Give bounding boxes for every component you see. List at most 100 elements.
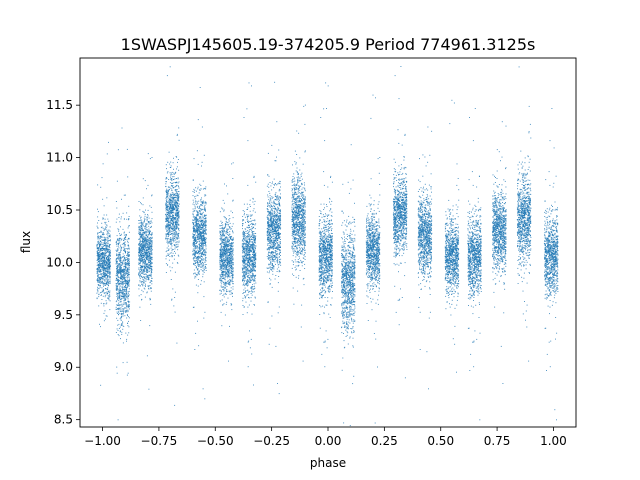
scatter-point [127,286,128,287]
scatter-point [97,253,98,254]
scatter-point [107,272,108,273]
scatter-point [195,333,196,334]
scatter-point [100,259,101,260]
scatter-point [201,238,202,239]
scatter-point [108,284,109,285]
scatter-point [167,226,168,227]
scatter-point [200,257,201,258]
scatter-point [141,244,142,245]
scatter-point [141,252,142,253]
scatter-point [172,212,173,213]
scatter-point [99,258,100,259]
scatter-point [170,162,171,163]
scatter-point [118,279,119,280]
scatter-point [128,272,129,273]
scatter-point [144,270,145,271]
scatter-point [175,193,176,194]
scatter-point [141,223,142,224]
scatter-point [231,292,232,293]
scatter-point [102,268,103,269]
scatter-point [145,247,146,248]
scatter-point [129,317,130,318]
scatter-point [170,196,171,197]
scatter-point [138,274,139,275]
scatter-point [100,274,101,275]
scatter-point [122,286,123,287]
scatter-point [206,215,207,216]
scatter-point [175,217,176,218]
scatter-point [201,227,202,228]
scatter-point [167,217,168,218]
scatter-point [141,220,142,221]
scatter-point [127,272,128,273]
scatter-point [123,269,124,270]
scatter-point [200,245,201,246]
scatter-point [202,276,203,277]
scatter-point [138,268,139,269]
scatter-point [103,286,104,287]
scatter-point [98,220,99,221]
scatter-point [166,231,167,232]
scatter-point [104,293,105,294]
scatter-point [171,200,172,201]
scatter-point [104,229,105,230]
scatter-point [166,226,167,227]
scatter-point [148,222,149,223]
scatter-point [227,224,228,225]
scatter-point [109,233,110,234]
scatter-point [128,262,129,263]
scatter-point [144,228,145,229]
scatter-point [123,272,124,273]
scatter-point [195,203,196,204]
scatter-point [176,185,177,186]
scatter-point [169,260,170,261]
scatter-point [118,300,119,301]
scatter-point [170,172,171,173]
scatter-point [97,272,98,273]
scatter-point [100,269,101,270]
scatter-point [166,204,167,205]
scatter-point [104,237,105,238]
scatter-point [146,232,147,233]
scatter-point [125,260,126,261]
scatter-point [109,257,110,258]
scatter-point [172,240,173,241]
scatter-point [196,214,197,215]
scatter-point [108,273,109,274]
scatter-point [126,257,127,258]
scatter-point [170,221,171,222]
scatter-point [139,238,140,239]
scatter-point [118,334,119,335]
scatter-point [142,259,143,260]
scatter-point [167,75,168,76]
scatter-point [174,234,175,235]
scatter-point [126,290,127,291]
scatter-point [104,267,105,268]
scatter-point [141,294,142,295]
scatter-point [205,233,206,234]
scatter-point [169,241,170,242]
scatter-point [122,329,123,330]
scatter-point [126,264,127,265]
scatter-point [151,266,152,267]
scatter-point [194,204,195,205]
scatter-point [174,202,175,203]
scatter-point [199,262,200,263]
scatter-point [118,240,119,241]
scatter-point [118,246,119,247]
scatter-point [174,219,175,220]
scatter-point [152,263,153,264]
scatter-point [174,218,175,219]
scatter-point [121,234,122,235]
scatter-point [117,268,118,269]
scatter-point [177,209,178,210]
scatter-point [165,228,166,229]
scatter-point [125,236,126,237]
scatter-point [102,283,103,284]
scatter-point [109,283,110,284]
scatter-point [230,294,231,295]
scatter-point [100,264,101,265]
scatter-point [127,261,128,262]
scatter-point [121,272,122,273]
scatter-point [140,218,141,219]
